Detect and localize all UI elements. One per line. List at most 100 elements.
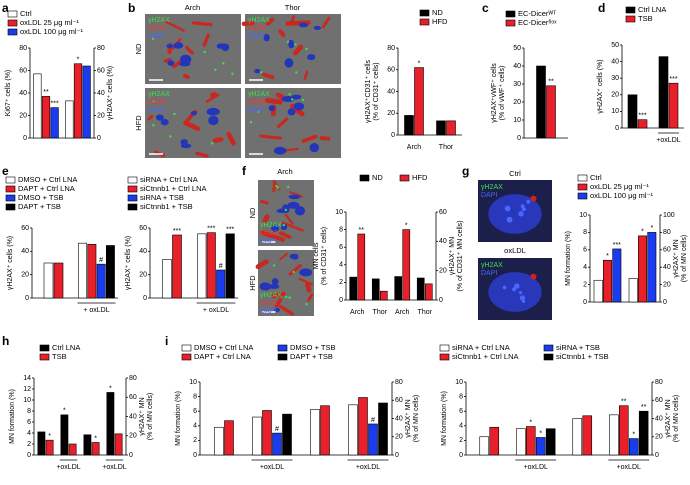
legend-label: DAPT + TSB bbox=[18, 202, 61, 211]
texture bbox=[309, 143, 320, 153]
bar bbox=[638, 235, 647, 303]
bar bbox=[78, 242, 88, 299]
texture bbox=[152, 123, 155, 127]
y-tick-label: 20 bbox=[21, 272, 29, 279]
channel-label: DAPI bbox=[148, 107, 164, 114]
texture bbox=[184, 45, 194, 55]
legend-label: Ctrl bbox=[20, 9, 32, 18]
focus bbox=[518, 291, 523, 295]
bar bbox=[545, 428, 556, 456]
y-tick-label: 20 bbox=[387, 110, 395, 117]
legend-label: HFD bbox=[432, 17, 448, 26]
bar bbox=[637, 119, 648, 129]
bar bbox=[41, 96, 51, 139]
legend-label: oxLDL 25 μg ml⁻¹ bbox=[20, 18, 79, 27]
texture bbox=[155, 114, 164, 121]
legend-swatch bbox=[39, 353, 50, 361]
axis-label: MN formation (%) bbox=[175, 391, 182, 446]
axis-label: γH2AX⁺CD31⁺ cells bbox=[365, 59, 372, 123]
channel-label: γH2AX bbox=[248, 91, 270, 98]
legend-label: DMSO + Ctrl LNA bbox=[18, 175, 77, 184]
channel-label: γH2AX bbox=[481, 184, 503, 191]
x-tick-label: Arch bbox=[350, 309, 365, 316]
axis-label: (% of CD31⁺ MN cells) bbox=[457, 221, 464, 292]
texture bbox=[259, 134, 282, 140]
x-tick-label: + oxLDL bbox=[83, 307, 109, 314]
legend-label: Ctrl LNA bbox=[638, 5, 666, 14]
texture bbox=[306, 293, 314, 302]
texture bbox=[286, 40, 290, 44]
y-tick-label: 10 bbox=[335, 209, 343, 216]
bar bbox=[348, 404, 358, 456]
bar bbox=[91, 442, 100, 456]
y2-tick-label: 40 bbox=[395, 415, 403, 422]
y-tick-label: 6 bbox=[459, 408, 463, 415]
texture bbox=[226, 131, 236, 146]
y-tick-label: 10 bbox=[579, 212, 587, 219]
texture bbox=[202, 33, 210, 47]
bar bbox=[609, 414, 619, 456]
significance: # bbox=[219, 263, 223, 270]
texture bbox=[203, 50, 206, 54]
texture bbox=[293, 44, 304, 56]
bar bbox=[436, 120, 446, 136]
y2-tick-label: 40 bbox=[97, 90, 105, 97]
texture bbox=[208, 115, 219, 126]
legend-swatch bbox=[399, 174, 410, 182]
y-tick-label: 30 bbox=[611, 75, 619, 82]
bar bbox=[162, 259, 172, 299]
bar bbox=[45, 439, 54, 456]
significance: # bbox=[275, 426, 279, 433]
bar bbox=[37, 431, 46, 456]
legend-label: oxLDL 25 μg ml⁻¹ bbox=[590, 182, 649, 191]
significance: * bbox=[77, 57, 80, 64]
y-tick-label: 80 bbox=[19, 45, 27, 52]
y2-tick-label: 40 bbox=[663, 264, 671, 271]
bar bbox=[668, 82, 679, 129]
image-column-label: Arch bbox=[185, 3, 200, 12]
texture bbox=[294, 206, 306, 216]
y-tick-label: 0 bbox=[517, 135, 521, 142]
image-row-label: ND bbox=[248, 207, 257, 218]
texture bbox=[190, 110, 197, 116]
legend-label: Ctrl bbox=[590, 173, 602, 182]
significance: * bbox=[529, 419, 532, 426]
texture bbox=[288, 93, 291, 96]
image-column-label: Thor bbox=[285, 3, 301, 12]
significance: * bbox=[641, 229, 644, 236]
significance: *** bbox=[613, 242, 621, 249]
significance: * bbox=[63, 408, 66, 415]
bar bbox=[105, 245, 115, 299]
significance: * bbox=[94, 435, 97, 442]
y-tick-label: 0 bbox=[339, 297, 343, 304]
micronucleus bbox=[530, 273, 537, 280]
x-tick-label: Thor bbox=[418, 309, 433, 316]
bar bbox=[272, 432, 282, 456]
bar bbox=[582, 415, 593, 456]
y-tick-label: 14 bbox=[23, 375, 31, 382]
texture bbox=[298, 22, 309, 28]
bar bbox=[446, 120, 456, 136]
bar bbox=[658, 56, 669, 129]
bar bbox=[206, 232, 216, 299]
texture bbox=[163, 57, 172, 63]
axis-label: (% of CD31⁺ cells) bbox=[321, 227, 328, 285]
axis-label: γH2AX⁺ cells (%) bbox=[7, 236, 14, 290]
legend-label: TSB bbox=[638, 14, 653, 23]
texture bbox=[305, 303, 308, 306]
legend-swatch bbox=[577, 174, 588, 182]
texture bbox=[210, 92, 218, 98]
y2-tick-label: 80 bbox=[97, 45, 105, 52]
texture bbox=[255, 259, 269, 269]
x-tick-label: + oxLDL bbox=[203, 307, 229, 314]
channel-label: DAPI bbox=[248, 33, 264, 40]
x-tick-label: Arch bbox=[407, 144, 422, 151]
bar bbox=[349, 276, 358, 301]
legend-swatch bbox=[277, 344, 288, 352]
axis-label: γH2AX⁺ MN bbox=[673, 239, 680, 277]
legend-label: HFD bbox=[412, 173, 428, 182]
y-tick-label: 50 bbox=[513, 45, 521, 52]
bar bbox=[60, 414, 69, 456]
axis-label: γH2AX⁺ cells (%) bbox=[125, 236, 132, 290]
texture bbox=[273, 146, 287, 155]
